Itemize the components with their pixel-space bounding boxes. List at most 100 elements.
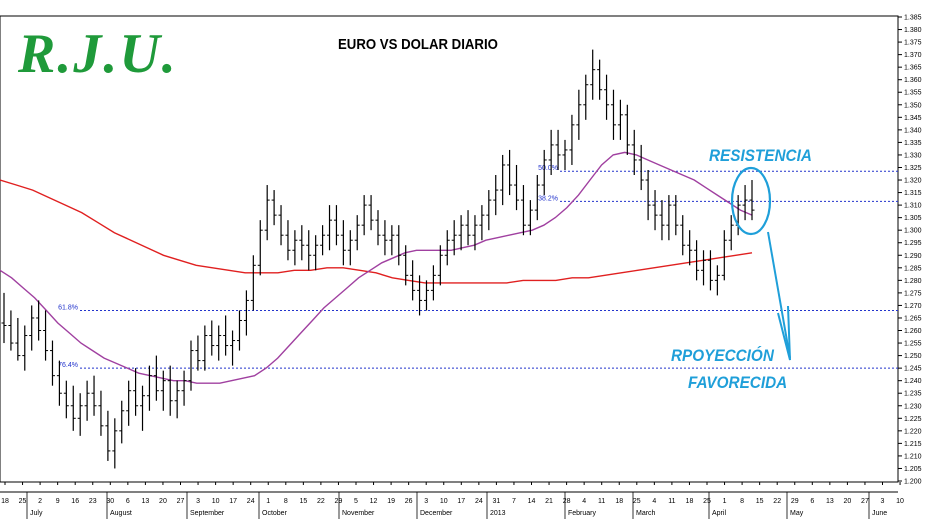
y-tick-label: 1.240 xyxy=(904,378,922,385)
x-day-label: 5 xyxy=(354,498,358,505)
y-tick-label: 1.360 xyxy=(904,77,922,84)
x-day-label: 12 xyxy=(370,498,378,505)
price-bar xyxy=(361,195,367,236)
x-day-label: 25 xyxy=(633,498,641,505)
price-bar xyxy=(91,375,97,416)
y-tick-label: 1.260 xyxy=(904,328,922,335)
price-bar xyxy=(174,380,180,419)
price-bar xyxy=(153,355,159,401)
price-bar xyxy=(105,410,111,461)
x-day-label: 25 xyxy=(703,498,711,505)
y-tick-label: 1.220 xyxy=(904,428,922,435)
price-bar xyxy=(126,380,132,426)
x-day-label: 24 xyxy=(247,498,255,505)
price-bar xyxy=(465,210,471,246)
y-tick-label: 1.290 xyxy=(904,253,922,260)
y-tick-label: 1.380 xyxy=(904,27,922,34)
chart-title: EURO VS DOLAR DIARIO xyxy=(338,36,498,53)
x-month-label: April xyxy=(712,510,726,517)
x-day-label: 29 xyxy=(335,498,343,505)
price-bar xyxy=(617,99,623,140)
x-day-label: 3 xyxy=(424,498,428,505)
price-bar xyxy=(458,215,464,251)
y-tick-label: 1.310 xyxy=(904,203,922,210)
price-bar xyxy=(354,215,360,251)
price-bar xyxy=(444,230,450,266)
price-bar xyxy=(167,365,173,416)
price-bar xyxy=(327,205,333,251)
x-day-label: 23 xyxy=(89,498,97,505)
price-bar xyxy=(645,169,651,221)
y-tick-label: 1.255 xyxy=(904,341,922,348)
y-tick-label: 1.335 xyxy=(904,140,922,147)
x-month-label: October xyxy=(262,510,288,517)
price-bar xyxy=(687,230,693,266)
price-bar xyxy=(680,215,686,256)
price-bar xyxy=(666,195,672,241)
price-bar xyxy=(534,175,540,221)
moving-averages xyxy=(0,151,753,384)
price-bar xyxy=(236,310,242,351)
price-bar xyxy=(583,74,589,120)
price-bar xyxy=(548,129,554,176)
x-month-label: March xyxy=(636,510,656,517)
x-day-label: 19 xyxy=(387,498,395,505)
price-bar xyxy=(84,380,90,421)
price-bar xyxy=(604,74,610,120)
x-month-label: 2013 xyxy=(490,510,506,517)
price-bar xyxy=(70,385,76,431)
price-bar xyxy=(576,89,582,140)
price-bar xyxy=(347,230,353,266)
y-tick-label: 1.385 xyxy=(904,15,922,22)
x-month-label: August xyxy=(110,510,132,517)
price-bar xyxy=(541,149,547,196)
x-day-label: 28 xyxy=(563,498,571,505)
price-bar xyxy=(659,200,665,241)
price-bar xyxy=(22,325,28,371)
x-month-label: July xyxy=(30,510,43,517)
y-tick-label: 1.265 xyxy=(904,315,922,322)
price-bar xyxy=(36,300,42,341)
price-bar xyxy=(728,215,734,251)
price-bar xyxy=(590,49,596,100)
x-day-label: 14 xyxy=(528,498,536,505)
x-day-label: 13 xyxy=(142,498,150,505)
y-tick-label: 1.275 xyxy=(904,290,922,297)
price-bar xyxy=(707,250,713,291)
y-tick-label: 1.350 xyxy=(904,102,922,109)
y-tick-label: 1.205 xyxy=(904,466,922,473)
x-day-label: 27 xyxy=(177,498,185,505)
y-tick-label: 1.370 xyxy=(904,52,922,59)
x-day-label: 10 xyxy=(440,498,448,505)
price-bar xyxy=(486,190,492,231)
price-bar xyxy=(479,205,485,241)
price-bar xyxy=(562,139,568,170)
x-day-label: 22 xyxy=(773,498,781,505)
x-day-label: 10 xyxy=(896,498,904,505)
y-tick-label: 1.295 xyxy=(904,240,922,247)
y-tick-label: 1.270 xyxy=(904,303,922,310)
x-month-label: June xyxy=(872,510,887,517)
price-bar xyxy=(527,200,533,236)
y-tick-label: 1.285 xyxy=(904,265,922,272)
fib-label: 38.2% xyxy=(538,195,558,202)
x-day-label: 17 xyxy=(457,498,465,505)
price-bar xyxy=(1,292,7,344)
price-bar xyxy=(209,320,215,356)
x-day-label: 20 xyxy=(159,498,167,505)
price-bar xyxy=(437,245,443,286)
projection-label-line2: FAVORECIDA xyxy=(688,373,788,392)
y-tick-label: 1.215 xyxy=(904,441,922,448)
x-day-label: 3 xyxy=(881,498,885,505)
resistance-label: RESISTENCIA xyxy=(709,146,812,165)
x-day-label: 9 xyxy=(56,498,60,505)
price-bar xyxy=(257,220,263,276)
x-day-label: 13 xyxy=(826,498,834,505)
y-tick-label: 1.280 xyxy=(904,278,922,285)
price-bar xyxy=(119,400,125,444)
x-day-label: 8 xyxy=(740,498,744,505)
price-bar xyxy=(202,325,208,371)
fib-label: 61.8% xyxy=(58,304,78,311)
price-bars xyxy=(1,49,755,469)
price-bar xyxy=(472,215,478,251)
